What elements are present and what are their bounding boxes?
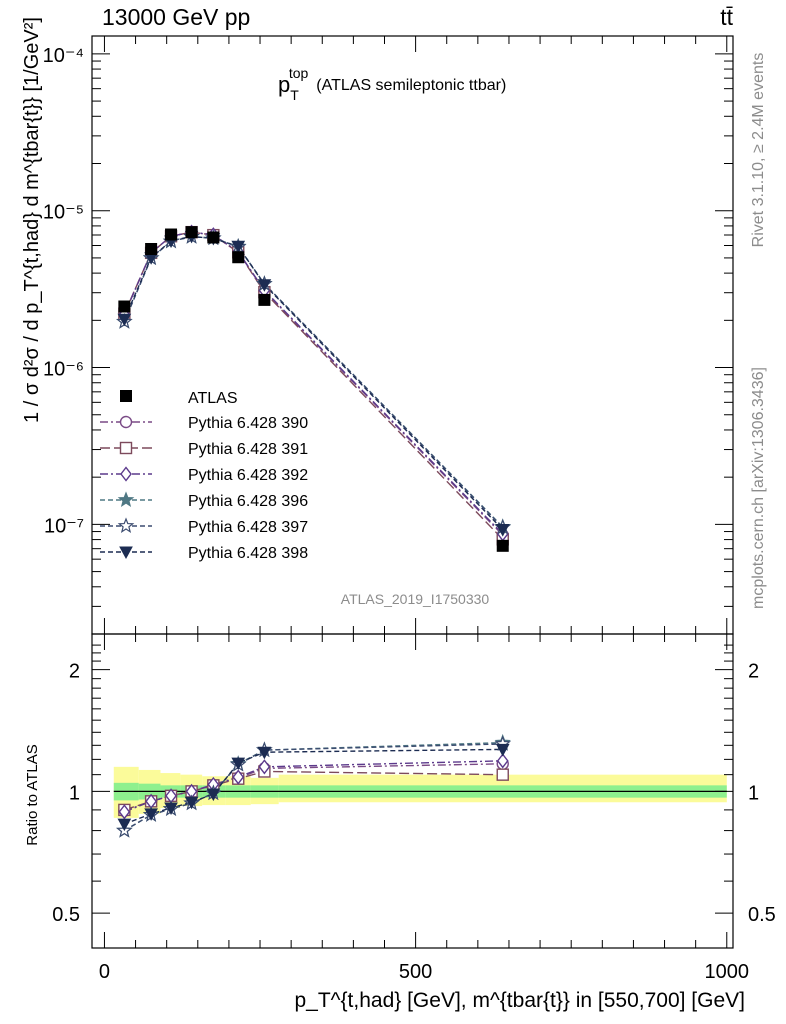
legend-label-3: Pythia 6.428 396	[188, 493, 308, 510]
ratio-ylabel: Ratio to ATLAS	[24, 744, 41, 845]
x-tick-label: 500	[399, 961, 432, 983]
ratio-point-series-5	[231, 757, 246, 771]
atlas-data-point	[496, 539, 509, 552]
legend-marker-atlas	[120, 390, 132, 402]
ratio-point-series-1	[496, 768, 509, 781]
x-tick-label: 0	[99, 961, 110, 983]
ratio-y-tick-label: 0.5	[52, 904, 80, 926]
main-y-tick-label: 10⁻⁵	[43, 202, 84, 224]
main-point-series-5	[495, 524, 510, 537]
ratio-y-tick-label: 1	[69, 782, 80, 804]
atlas-data-point	[145, 242, 158, 255]
main-point-series-5	[231, 240, 246, 254]
ratio-point-series-5	[206, 788, 221, 802]
ratio-frame	[91, 633, 734, 949]
legend-marker-0	[119, 415, 133, 429]
main-title-sup: top	[289, 65, 309, 81]
main-title: pTtop (ATLAS semileptonic ttbar)	[278, 65, 506, 103]
legend-label-atlas: ATLAS	[188, 390, 238, 407]
legend-marker-5	[119, 546, 133, 560]
ratio-point-series-2	[118, 804, 131, 820]
legend-marker-2	[120, 466, 132, 482]
atlas-data-point	[232, 251, 245, 264]
ratio-point-series-5	[257, 746, 272, 760]
header-right: tt̄	[720, 4, 733, 30]
main-point-series-5	[257, 279, 272, 292]
legend-marker-3	[117, 491, 135, 508]
main-y-tick-label: 10⁻⁷	[44, 515, 84, 537]
x-tick-label: 1000	[705, 961, 750, 983]
legend-label-1: Pythia 6.428 391	[188, 441, 308, 458]
ratio-bands	[113, 766, 727, 818]
ratio-y-tick-label: 2	[69, 661, 80, 683]
ratio-point-series-2	[232, 769, 245, 785]
legend-label-0: Pythia 6.428 390	[188, 415, 308, 432]
ratio-point-series-2	[258, 759, 271, 775]
main-line-series-1	[123, 231, 504, 540]
legend-label-4: Pythia 6.428 397	[188, 519, 308, 536]
legend-marker-4	[117, 517, 135, 534]
main-series	[116, 224, 512, 552]
atlas-data-point	[165, 228, 178, 241]
main-line-series-0	[123, 231, 504, 536]
ratio-point-series-2	[496, 753, 509, 769]
main-line-series-5	[123, 235, 504, 531]
atlas-data-point	[258, 293, 271, 306]
legend-label-2: Pythia 6.428 392	[188, 467, 308, 484]
ratio-point-series-5	[117, 818, 132, 832]
main-line-series-4	[123, 236, 504, 528]
atlas-data-point	[185, 226, 198, 239]
mcplots-label: mcplots.cern.ch [arXiv:1306.3436]	[750, 367, 767, 609]
ratio-point-series-5	[184, 796, 199, 810]
legend-marker-1	[119, 441, 133, 455]
ratio-y-tick-label-right: 1	[748, 782, 759, 804]
ratio-y-tick-label-right: 0.5	[748, 904, 776, 926]
header-left: 13000 GeV pp	[102, 4, 250, 30]
legend: ATLAS Pythia 6.428 390 Pythia 6.428 391 Pyt…	[100, 390, 308, 562]
axes: 0 500 1000 10⁻⁷ 10⁻⁶ 10⁻⁵ 10⁻⁴ 0.5 0.5 1 1 2 2	[43, 36, 776, 983]
ratio-point-series-5	[144, 808, 158, 821]
main-title-sub: T	[290, 87, 299, 103]
atlas-data-point	[118, 300, 131, 313]
main-point-series-5	[117, 313, 132, 327]
main-line-series-2	[123, 231, 504, 535]
x-axis-label: p_T^{t,had} [GeV], m^{tbar{t}} in [550,7…	[294, 989, 745, 1012]
ratio-point-series-5	[164, 802, 178, 816]
atlas-data-point	[207, 231, 220, 244]
rivet-label: Rivet 3.1.10, ≥ 2.4M events	[750, 53, 767, 248]
legend-label-5: Pythia 6.428 398	[188, 545, 308, 562]
main-line-series-3	[123, 236, 504, 528]
main-y-tick-label: 10⁻⁴	[43, 45, 84, 67]
ratio-point-series-5	[495, 743, 510, 757]
analysis-tag: ATLAS_2019_I1750330	[341, 591, 490, 607]
main-title-rest: (ATLAS semileptonic ttbar)	[316, 77, 506, 94]
ratio-y-tick-label-right: 2	[748, 661, 759, 683]
main-y-tick-label: 10⁻⁶	[43, 359, 84, 381]
main-title-symbol: p	[278, 72, 290, 97]
ratio-series	[116, 733, 511, 838]
main-ylabel: 1 / σ d²σ / d p_T^{t,had} d m^{tbar{t}} …	[21, 17, 43, 423]
